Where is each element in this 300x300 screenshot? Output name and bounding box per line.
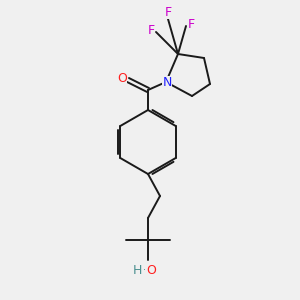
- Text: ·: ·: [143, 265, 146, 275]
- Text: O: O: [117, 73, 127, 85]
- Text: F: F: [164, 5, 172, 19]
- Text: O: O: [146, 263, 156, 277]
- Text: F: F: [188, 19, 195, 32]
- Text: N: N: [162, 76, 172, 88]
- Text: H: H: [132, 263, 142, 277]
- Text: F: F: [147, 25, 155, 38]
